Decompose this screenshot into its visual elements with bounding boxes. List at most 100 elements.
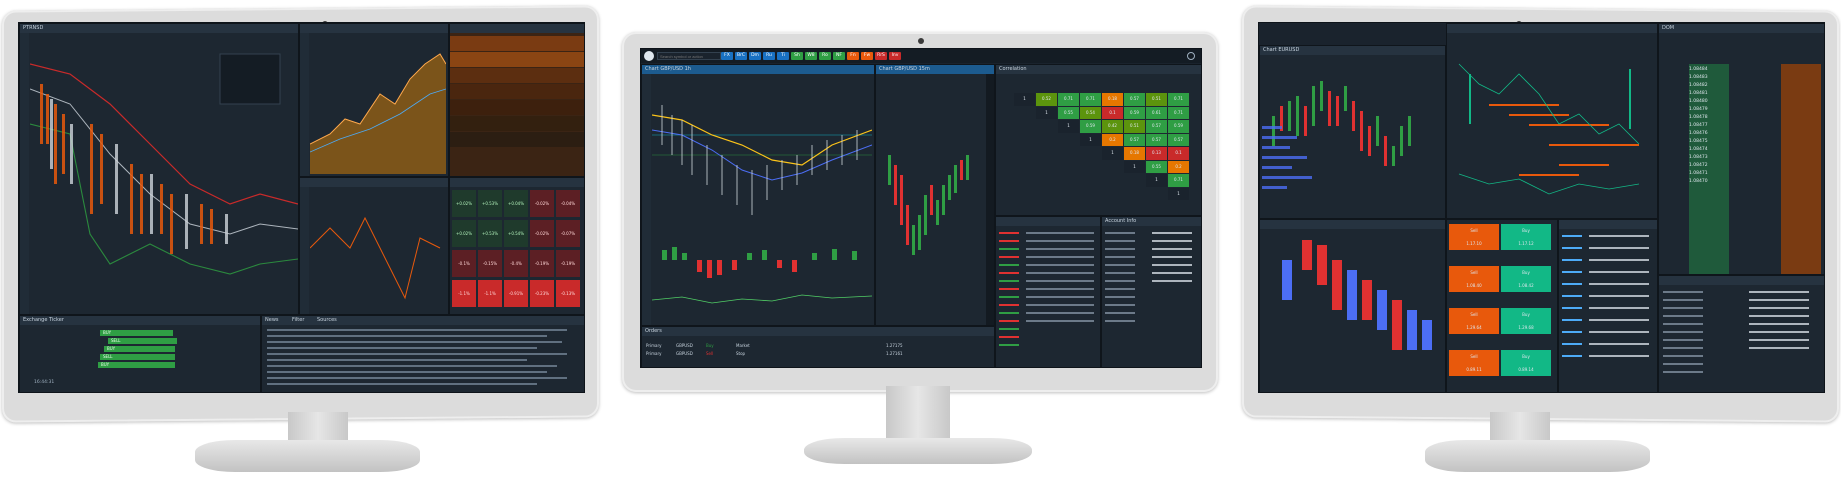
quote-tile[interactable]: +0.53% <box>478 190 502 217</box>
ladder-price[interactable]: 1.08477 <box>1689 123 1708 128</box>
quote-tile[interactable]: +0.02% <box>452 220 476 247</box>
ladder-price[interactable]: 1.08480 <box>1689 99 1708 104</box>
news-tab[interactable]: Filter <box>292 317 305 323</box>
time-sales-pane[interactable] <box>1558 219 1658 392</box>
gbpusd-1h-chart-pane[interactable]: Chart GBP/USD 1h <box>641 64 875 326</box>
line-chart-pane[interactable] <box>299 177 449 315</box>
instrument-tab[interactable]: Inv <box>889 52 901 60</box>
instrument-tab[interactable]: Fw <box>861 52 873 60</box>
quote-tile[interactable]: -0.02% <box>530 190 554 217</box>
ladder-price[interactable]: 1.08472 <box>1689 163 1708 168</box>
ladder-price[interactable]: 1.08476 <box>1689 131 1708 136</box>
ladder-price[interactable]: 1.08483 <box>1689 75 1708 80</box>
drawing-toolbar[interactable] <box>20 33 29 314</box>
instrument-tab[interactable]: Ti <box>777 52 789 60</box>
gear-icon[interactable] <box>1187 52 1195 60</box>
instrument-list-pane[interactable] <box>1658 275 1824 392</box>
quote-tile[interactable]: -0.13% <box>556 280 580 307</box>
quote-tile[interactable]: -0.4% <box>504 250 528 277</box>
order-account: Primary <box>646 351 662 356</box>
instrument-tab[interactable]: NF <box>833 52 845 60</box>
ladder-price[interactable]: 1.08473 <box>1689 155 1708 160</box>
instrument-tab[interactable]: Fn <box>847 52 859 60</box>
account-info-pane[interactable]: Account Info <box>1101 216 1201 367</box>
drawing-toolbar[interactable] <box>300 33 309 176</box>
price-scale <box>986 74 994 325</box>
instrument-tab[interactable]: RrS <box>875 52 887 60</box>
instrument-tab[interactable]: BrC <box>735 52 747 60</box>
correlation-pane[interactable]: Correlation 1 0.52 0.71 0.71 0.18 0.57 0.51 0.7… <box>995 64 1201 216</box>
quote-tile[interactable]: -0.15% <box>478 250 502 277</box>
news-tab[interactable]: Sources <box>317 317 337 323</box>
quote-tile[interactable]: -0.19% <box>530 250 554 277</box>
quote-tile[interactable]: -1.1% <box>452 280 476 307</box>
ticker-row: BUY <box>98 362 175 368</box>
quote-tile[interactable]: -0.91% <box>504 280 528 307</box>
heatmap-pane[interactable] <box>1259 219 1446 392</box>
dom-pane[interactable]: DOM 1.08484 1.08483 1.08482 1.08481 1.08480 1… <box>1658 23 1824 275</box>
quote-tile[interactable]: -1.1% <box>478 280 502 307</box>
user-avatar[interactable] <box>644 51 654 61</box>
instrument-tab[interactable]: Dm <box>749 52 761 60</box>
exchange-ticker-pane[interactable]: Exchange Ticker BUY SELL BUY SELL BUY 16… <box>19 315 261 392</box>
ladder-price[interactable]: 1.08482 <box>1689 83 1708 88</box>
order-row[interactable]: Primary GBPUSD Buy Market 1.27175 <box>646 343 990 349</box>
trade-tiles-pane[interactable]: Sell 1.17.10 Buy 1.17.12 Sell 1.08.40 Buy 1… <box>1446 219 1558 392</box>
ladder-price[interactable]: 1.08471 <box>1689 171 1708 176</box>
buy-button[interactable]: Buy 0.89.14 <box>1501 350 1551 376</box>
news-pane[interactable]: News Filter Sources <box>261 315 584 392</box>
dom-header: DOM <box>1659 24 1824 33</box>
buy-button[interactable]: Buy 1.08.42 <box>1501 266 1551 292</box>
list-header <box>1659 276 1824 285</box>
sell-button[interactable]: Sell 1.29.64 <box>1449 308 1499 334</box>
buy-button[interactable]: Buy 1.17.12 <box>1501 224 1551 250</box>
chart-header <box>1447 24 1657 33</box>
quote-tile[interactable]: -0.02% <box>530 220 554 247</box>
ladder-price[interactable]: 1.08481 <box>1689 91 1708 96</box>
gbpusd-15m-chart-pane[interactable]: Chart GBP/USD 15m <box>875 64 995 326</box>
ladder-price[interactable]: 1.08474 <box>1689 147 1708 152</box>
ladder-price[interactable]: 1.08478 <box>1689 115 1708 120</box>
quote-tile[interactable]: +0.02% <box>452 190 476 217</box>
ladder-price[interactable]: 1.08470 <box>1689 179 1708 184</box>
news-tab[interactable]: News <box>265 317 279 323</box>
quote-tile[interactable]: +0.04% <box>504 190 528 217</box>
ladder-price[interactable]: 1.08475 <box>1689 139 1708 144</box>
pnf-chart-pane[interactable]: PTRNSD <box>19 23 299 315</box>
footprint-chart-pane[interactable] <box>1446 23 1658 219</box>
correlation-cell: 0.71 <box>1058 93 1079 106</box>
instrument-tab[interactable]: Ro <box>819 52 831 60</box>
quote-tile[interactable]: -0.1% <box>452 250 476 277</box>
buy-button[interactable]: Buy 1.29.68 <box>1501 308 1551 334</box>
ladder-price[interactable]: 1.08479 <box>1689 107 1708 112</box>
drawing-toolbar[interactable] <box>300 187 309 314</box>
orders-pane[interactable]: Orders Primary GBPUSD Buy Market 1.27175… <box>641 326 995 367</box>
order-row[interactable]: Primary GBPUSD Sell Stop 1.27161 <box>646 351 990 357</box>
sell-button[interactable]: Sell 1.08.40 <box>1449 266 1499 292</box>
instrument-tab[interactable]: Ru <box>763 52 775 60</box>
pnf-columns <box>40 84 213 254</box>
instrument-tab[interactable]: Sh <box>791 52 803 60</box>
area-chart-pane[interactable] <box>299 23 449 177</box>
quote-tile[interactable]: -0.04% <box>556 190 580 217</box>
eurusd-chart-pane[interactable]: Chart EURUSD <box>1259 45 1446 219</box>
quote-tile[interactable]: -0.07% <box>556 220 580 247</box>
watchlist-pane[interactable] <box>995 216 1101 367</box>
drawing-toolbar[interactable] <box>642 74 651 325</box>
order-type: Market <box>736 343 750 348</box>
quote-tile[interactable]: -0.19% <box>556 250 580 277</box>
instrument-tab[interactable]: FX <box>721 52 733 60</box>
quote-tile[interactable]: -0.23% <box>530 280 554 307</box>
search-input[interactable] <box>657 52 721 60</box>
order-book-pane[interactable] <box>449 23 584 177</box>
sell-button[interactable]: Sell 1.17.10 <box>1449 224 1499 250</box>
correlation-cell: 0.71 <box>1168 93 1189 106</box>
correlation-cell: 0.54 <box>1080 106 1101 119</box>
sell-button[interactable]: Sell 0.89.11 <box>1449 350 1499 376</box>
quote-tile[interactable]: +0.53% <box>478 220 502 247</box>
ticker-row: SELL <box>108 338 177 344</box>
quote-tile[interactable]: +0.54% <box>504 220 528 247</box>
ladder-price[interactable]: 1.08484 <box>1689 67 1708 72</box>
instrument-tab[interactable]: W8 <box>805 52 817 60</box>
quote-board-pane[interactable]: +0.02% +0.53% +0.04% -0.02% -0.04% +0.02% +0.5… <box>449 177 584 315</box>
